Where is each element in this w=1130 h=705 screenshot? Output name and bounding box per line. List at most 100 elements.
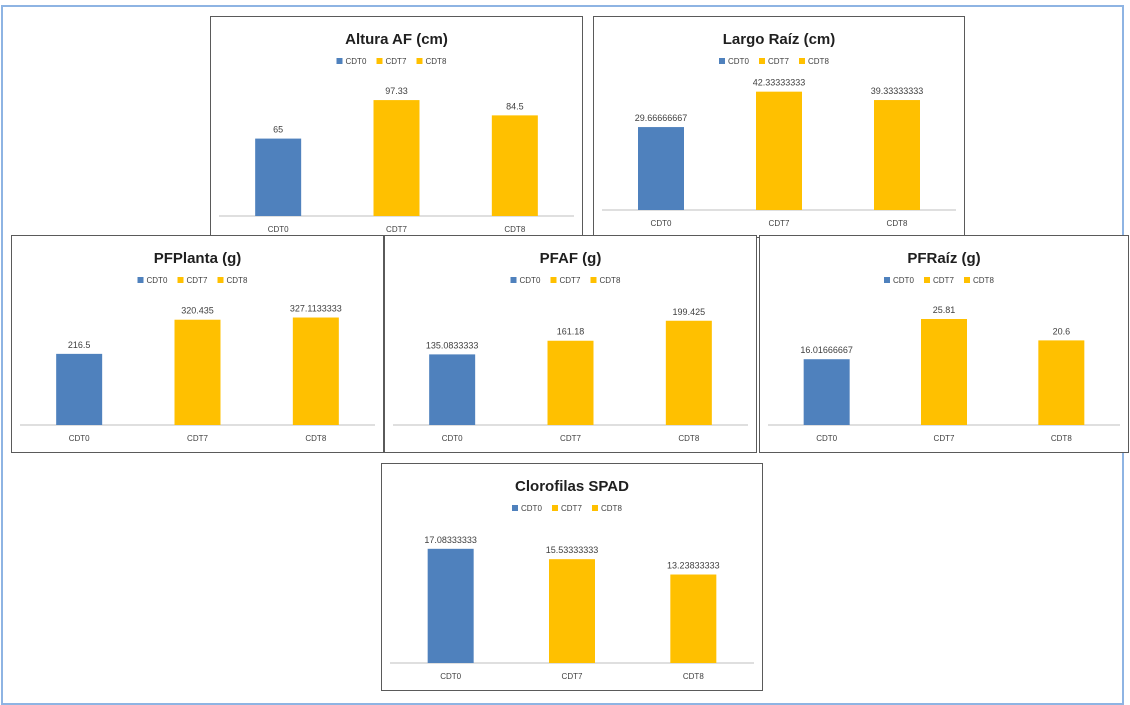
chart-panel-altura-af: Altura AF (cm) CDT0 CDT7 CDT8 65 CDT0 97.33 CDT… (210, 16, 583, 244)
data-label: 216.5 (68, 340, 91, 350)
x-tick-label: CDT7 (187, 434, 208, 443)
legend-label: CDT8 (426, 57, 447, 66)
x-tick-label: CDT7 (934, 434, 955, 443)
legend-label: CDT7 (187, 276, 208, 285)
data-label: 135.0833333 (426, 340, 479, 350)
legend-swatch (336, 58, 343, 64)
legend-swatch (137, 277, 144, 283)
x-tick-label: CDT7 (560, 434, 581, 443)
x-tick-label: CDT0 (816, 434, 837, 443)
legend-label: CDT0 (520, 276, 541, 285)
chart-title: Largo Raíz (cm) (723, 31, 836, 48)
data-label: 29.66666667 (635, 113, 688, 123)
chart-panel-largo-raiz: Largo Raíz (cm) CDT0 CDT7 CDT8 29.66666667 CD… (593, 16, 965, 238)
chart-panel-pfraiz: PFRaíz (g) CDT0 CDT7 CDT8 16.01666667 CDT0 25.… (759, 235, 1129, 453)
bar (491, 115, 538, 216)
chart-title: PFPlanta (g) (154, 250, 242, 267)
x-tick-label: CDT8 (887, 219, 908, 228)
legend-swatch (884, 277, 890, 283)
bar (756, 91, 802, 210)
chart-svg: PFRaíz (g) CDT0 CDT7 CDT8 16.01666667 CDT0 25.… (768, 250, 1120, 443)
data-label: 320.435 (181, 306, 214, 316)
x-tick-label: CDT8 (504, 225, 525, 234)
legend-label: CDT8 (973, 276, 994, 285)
data-label: 20.6 (1053, 326, 1071, 336)
bar (670, 574, 717, 663)
legend-swatch (550, 277, 557, 283)
chart-svg: Altura AF (cm) CDT0 CDT7 CDT8 65 CDT0 97.33 CDT… (219, 31, 574, 234)
legend-label: CDT8 (601, 504, 622, 513)
legend-swatch (759, 58, 765, 64)
legend-swatch (217, 277, 224, 283)
bar (429, 354, 476, 425)
bar (547, 340, 594, 425)
bar (638, 127, 684, 210)
x-tick-label: CDT8 (1051, 434, 1072, 443)
x-tick-label: CDT0 (440, 672, 461, 681)
legend-label: CDT7 (768, 57, 789, 66)
bar (549, 559, 595, 663)
legend-swatch (719, 58, 725, 64)
chart-svg: Largo Raíz (cm) CDT0 CDT7 CDT8 29.66666667 CD… (602, 31, 956, 228)
chart-svg: Clorofilas SPAD CDT0 CDT7 CDT8 17.08333333 CD… (390, 478, 754, 681)
legend-swatch (799, 58, 805, 64)
chart-title: Altura AF (cm) (345, 31, 448, 48)
chart-svg: PFPlanta (g) CDT0 CDT7 CDT8 216.5 CDT0 320.435… (20, 250, 375, 443)
bar (373, 100, 420, 216)
legend-swatch (964, 277, 970, 283)
legend-label: CDT7 (933, 276, 954, 285)
legend-swatch (510, 277, 517, 283)
x-tick-label: CDT8 (305, 434, 326, 443)
legend-swatch (590, 277, 597, 283)
bar (921, 318, 967, 425)
legend-label: CDT0 (893, 276, 914, 285)
x-tick-label: CDT0 (69, 434, 90, 443)
bar (427, 548, 474, 663)
chart-title: PFAF (g) (540, 250, 602, 267)
data-label: 327.1133333 (290, 304, 342, 314)
legend-label: CDT7 (560, 276, 581, 285)
data-label: 13.23833333 (667, 561, 720, 571)
data-label: 199.425 (673, 307, 706, 317)
data-label: 16.01666667 (800, 345, 853, 355)
data-label: 39.33333333 (871, 86, 924, 96)
x-tick-label: CDT0 (442, 434, 463, 443)
legend-swatch (416, 58, 423, 64)
legend-label: CDT8 (600, 276, 621, 285)
x-tick-label: CDT0 (651, 219, 672, 228)
bar (665, 320, 712, 425)
legend-label: CDT8 (808, 57, 829, 66)
chart-panel-pfaf: PFAF (g) CDT0 CDT7 CDT8 135.0833333 CDT0 161.1… (384, 235, 757, 453)
x-tick-label: CDT8 (683, 672, 704, 681)
bar (255, 138, 302, 216)
bar (803, 359, 850, 425)
chart-panel-pfplanta: PFPlanta (g) CDT0 CDT7 CDT8 216.5 CDT0 320.435… (11, 235, 384, 453)
data-label: 17.08333333 (424, 535, 477, 545)
bar (174, 319, 221, 425)
x-tick-label: CDT7 (769, 219, 790, 228)
legend-label: CDT0 (346, 57, 367, 66)
chart-title: Clorofilas SPAD (515, 478, 629, 495)
legend-label: CDT7 (386, 57, 407, 66)
chart-title: PFRaíz (g) (907, 250, 980, 267)
x-tick-label: CDT8 (678, 434, 699, 443)
data-label: 25.81 (933, 305, 956, 315)
legend-label: CDT0 (147, 276, 168, 285)
legend-label: CDT8 (227, 276, 248, 285)
data-label: 15.53333333 (546, 545, 599, 555)
legend-swatch (552, 505, 558, 511)
legend-swatch (177, 277, 184, 283)
legend-swatch (924, 277, 930, 283)
legend-swatch (592, 505, 598, 511)
chart-panel-clorofilas-spad: Clorofilas SPAD CDT0 CDT7 CDT8 17.08333333 CD… (381, 463, 763, 691)
bar (1038, 340, 1085, 425)
x-tick-label: CDT7 (386, 225, 407, 234)
bar (874, 100, 920, 210)
legend-label: CDT7 (561, 504, 582, 513)
legend-swatch (376, 58, 383, 64)
legend-swatch (512, 505, 518, 511)
data-label: 42.33333333 (753, 78, 806, 88)
legend-label: CDT0 (521, 504, 542, 513)
data-label: 65 (273, 125, 283, 135)
data-label: 84.5 (506, 101, 524, 111)
